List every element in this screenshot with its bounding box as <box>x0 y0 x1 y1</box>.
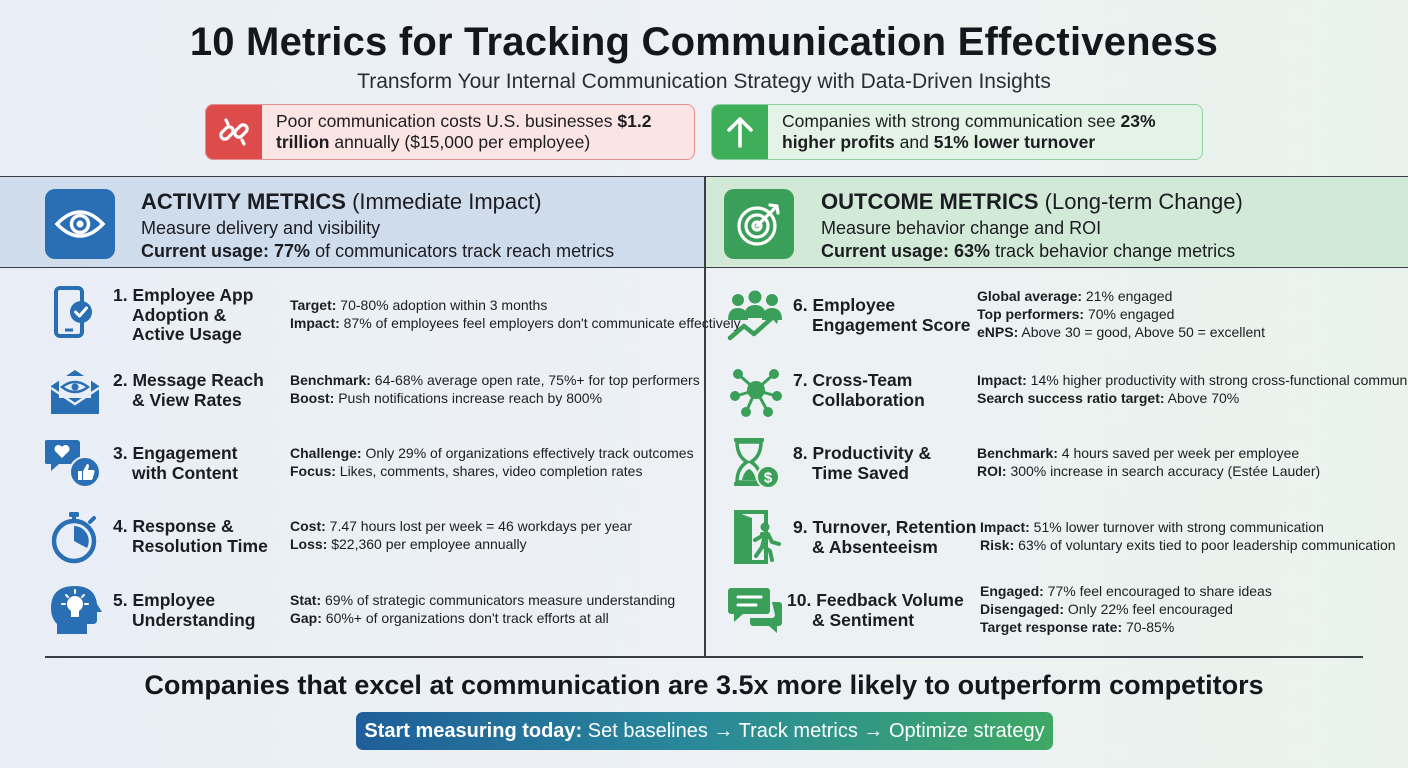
metric-engagement-score: 6. Employee Engagement Score Global aver… <box>704 286 1408 352</box>
metric-name: 1. Employee App Adoption & Active Usage <box>113 285 254 344</box>
footer-headline: Companies that excel at communication ar… <box>144 670 1264 700</box>
metric-name: 2. Message Reach & View Rates <box>113 370 264 410</box>
metric-feedback-volume: 10. Feedback Volume & Sentiment Engaged:… <box>704 582 1408 648</box>
metric-engagement-content: 3. Engagement with Content Challenge: On… <box>0 436 704 502</box>
metric-productivity: $ 8. Productivity & Time Saved Benchmark… <box>704 436 1408 502</box>
metric-details: Stat: 69% of strategic communicators mea… <box>290 592 676 626</box>
metric-name: 9. Turnover, Retention & Absenteeism <box>793 517 977 557</box>
cost-stat-box: Poor communication costs U.S. businesses… <box>205 104 695 160</box>
hourglass-dollar-icon: $ <box>730 436 786 492</box>
metric-message-reach: 2. Message Reach & View Rates Benchmark:… <box>0 364 704 430</box>
metric-name: 3. Engagement with Content <box>113 443 238 483</box>
activity-title: ACTIVITY METRICS (Immediate Impact) <box>141 189 542 214</box>
stopwatch-icon <box>47 510 103 566</box>
metric-name: 4. Response & Resolution Time <box>113 516 268 556</box>
metric-cross-team-collaboration: 7. Cross-Team Collaboration Impact: 14% … <box>704 364 1408 430</box>
activity-metrics-header: ACTIVITY METRICS (Immediate Impact) Meas… <box>0 176 704 268</box>
cta-banner: Start measuring today: Set baselines → T… <box>356 712 1053 750</box>
metric-employee-understanding: 5. Employee Understanding Stat: 69% of s… <box>0 582 704 648</box>
metric-name: 10. Feedback Volume & Sentiment <box>787 590 964 630</box>
profit-stat-box: Companies with strong communication see … <box>711 104 1203 160</box>
phone-check-icon <box>47 284 103 340</box>
like-heart-icon <box>44 436 101 492</box>
column-divider <box>704 176 706 656</box>
head-lightbulb-icon <box>47 582 103 638</box>
metric-employee-app-adoption: 1. Employee App Adoption & Active Usage … <box>0 284 741 350</box>
outcome-usage: Current usage: 63% track behavior change… <box>821 241 1236 261</box>
metric-details: Target: 70-80% adoption within 3 months … <box>290 297 741 331</box>
eye-icon <box>45 189 115 259</box>
profit-stat-text: Companies with strong communication see … <box>782 111 1156 152</box>
chat-bubbles-icon <box>728 584 784 640</box>
metric-details: Impact: 14% higher productivity with str… <box>977 372 1408 406</box>
page-title: 10 Metrics for Tracking Communication Ef… <box>189 20 1219 64</box>
metric-details: Impact: 51% lower turnover with strong c… <box>980 519 1396 553</box>
footer-divider <box>45 656 1363 658</box>
metric-name: 5. Employee Understanding <box>113 590 256 630</box>
network-icon <box>728 364 784 420</box>
metric-details: Challenge: Only 29% of organizations eff… <box>290 445 694 479</box>
arrow-up-icon <box>712 105 768 159</box>
outcome-metrics-header: OUTCOME METRICS (Long-term Change) Measu… <box>704 176 1408 268</box>
team-growth-icon <box>726 288 782 344</box>
broken-link-icon <box>206 105 262 159</box>
metric-turnover-retention: 9. Turnover, Retention & Absenteeism Imp… <box>704 508 1408 574</box>
activity-description: Measure delivery and visibility <box>141 218 381 238</box>
metric-name: 7. Cross-Team Collaboration <box>793 370 925 410</box>
page-subtitle: Transform Your Internal Communication St… <box>357 70 1051 93</box>
outcome-description: Measure behavior change and ROI <box>821 218 1102 238</box>
metric-details: Cost: 7.47 hours lost per week = 46 work… <box>290 518 632 552</box>
activity-usage: Current usage: 77% of communicators trac… <box>141 241 615 261</box>
metric-name: 6. Employee Engagement Score <box>793 295 971 335</box>
metric-name: 8. Productivity & Time Saved <box>793 443 932 483</box>
cost-stat-text: Poor communication costs U.S. businesses… <box>276 111 652 152</box>
envelope-eye-icon <box>47 364 103 420</box>
metric-details: Engaged: 77% feel encouraged to share id… <box>980 583 1272 635</box>
target-icon <box>724 189 794 259</box>
metric-details: Global average: 21% engaged Top performe… <box>977 288 1265 340</box>
svg-text:$: $ <box>764 470 773 487</box>
outcome-title: OUTCOME METRICS (Long-term Change) <box>821 189 1243 214</box>
metric-details: Benchmark: 64-68% average open rate, 75%… <box>290 372 700 406</box>
metric-response-time: 4. Response & Resolution Time Cost: 7.47… <box>0 510 704 576</box>
exit-door-icon <box>732 510 788 566</box>
metric-details: Benchmark: 4 hours saved per week per em… <box>977 445 1321 479</box>
